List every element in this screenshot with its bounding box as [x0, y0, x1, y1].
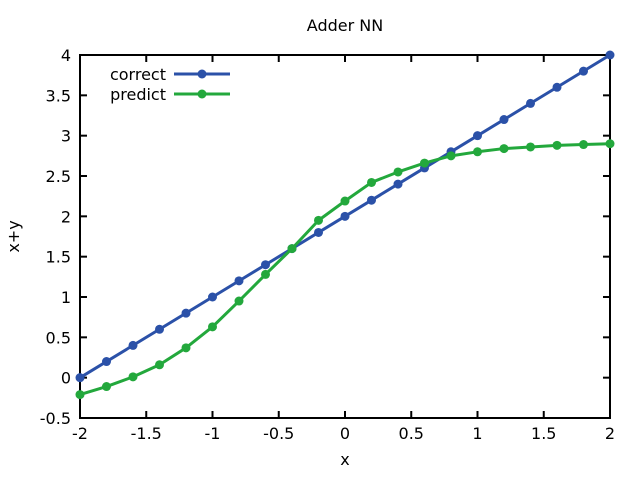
series-predict-point	[314, 215, 323, 225]
x-tick-label: 0	[340, 424, 350, 443]
series-predict-point	[579, 140, 588, 150]
series-predict-line	[78, 142, 612, 397]
series-predict-point	[75, 390, 85, 400]
y-tick-label: 2	[61, 207, 71, 226]
series-correct-point	[605, 50, 615, 60]
x-tick-label: 0.5	[399, 424, 424, 443]
x-tick-label: 2	[605, 424, 615, 443]
x-tick-label: 1.5	[531, 424, 556, 443]
y-tick-label: 1.5	[46, 248, 71, 267]
y-tick-label: 3.5	[46, 86, 71, 105]
series-predict-point	[526, 142, 535, 152]
series-correct-point	[102, 357, 111, 367]
series-predict-point	[420, 158, 429, 168]
y-tick-label: 0.5	[46, 328, 71, 347]
legend-marker	[197, 89, 207, 99]
series-predict-point	[499, 144, 509, 154]
series-correct-point	[128, 340, 138, 350]
series-correct-point	[208, 292, 217, 302]
x-tick-label: -0.5	[263, 424, 294, 443]
y-tick-label: 1	[61, 288, 71, 307]
series-correct-point	[314, 227, 323, 237]
series-predict-point	[102, 382, 111, 392]
series-predict-point	[367, 177, 376, 187]
series-correct-point	[473, 131, 482, 141]
series-predict-point	[393, 167, 403, 177]
series-correct-point	[526, 98, 535, 108]
series-predict-point	[446, 151, 456, 161]
series-predict-point	[287, 244, 297, 254]
series-predict-point	[208, 322, 217, 332]
y-tick-label: 2.5	[46, 167, 71, 186]
chart-title: Adder NN	[307, 16, 383, 35]
series-correct-point	[261, 260, 270, 270]
y-axis-label: x+y	[4, 220, 23, 252]
series-predict-point	[473, 147, 482, 157]
series-correct-point	[75, 373, 85, 383]
series-correct-point	[155, 324, 164, 334]
x-tick-label: -1.5	[131, 424, 162, 443]
series-correct-point	[181, 308, 191, 318]
x-tick-label: -1	[205, 424, 221, 443]
series-correct-point	[340, 211, 350, 221]
series-predict-point	[181, 343, 191, 353]
series-predict-point	[234, 296, 244, 306]
y-tick-label: -0.5	[40, 409, 71, 428]
series-correct-point	[579, 66, 588, 76]
x-tick-label: 1	[472, 424, 482, 443]
series-predict-point	[155, 360, 164, 370]
series-predict-point	[605, 139, 615, 149]
legend-label-predict: predict	[110, 85, 166, 104]
series-predict-point	[340, 196, 350, 206]
series-correct-point	[499, 115, 509, 125]
series-predict-point	[552, 140, 562, 150]
y-tick-label: 3	[61, 127, 71, 146]
x-tick-label: -2	[72, 424, 88, 443]
x-axis-label: x	[340, 450, 349, 469]
y-tick-label: 0	[61, 369, 71, 388]
legend-marker	[197, 69, 207, 79]
y-tick-label: 4	[61, 46, 71, 65]
series-correct-point	[367, 195, 376, 205]
series-predict-point	[261, 269, 270, 279]
legend-label-correct: correct	[110, 65, 166, 84]
series-correct-point	[234, 276, 244, 286]
series-predict-point	[128, 372, 138, 382]
series-correct-point	[552, 82, 562, 92]
series-correct-point	[393, 179, 403, 189]
